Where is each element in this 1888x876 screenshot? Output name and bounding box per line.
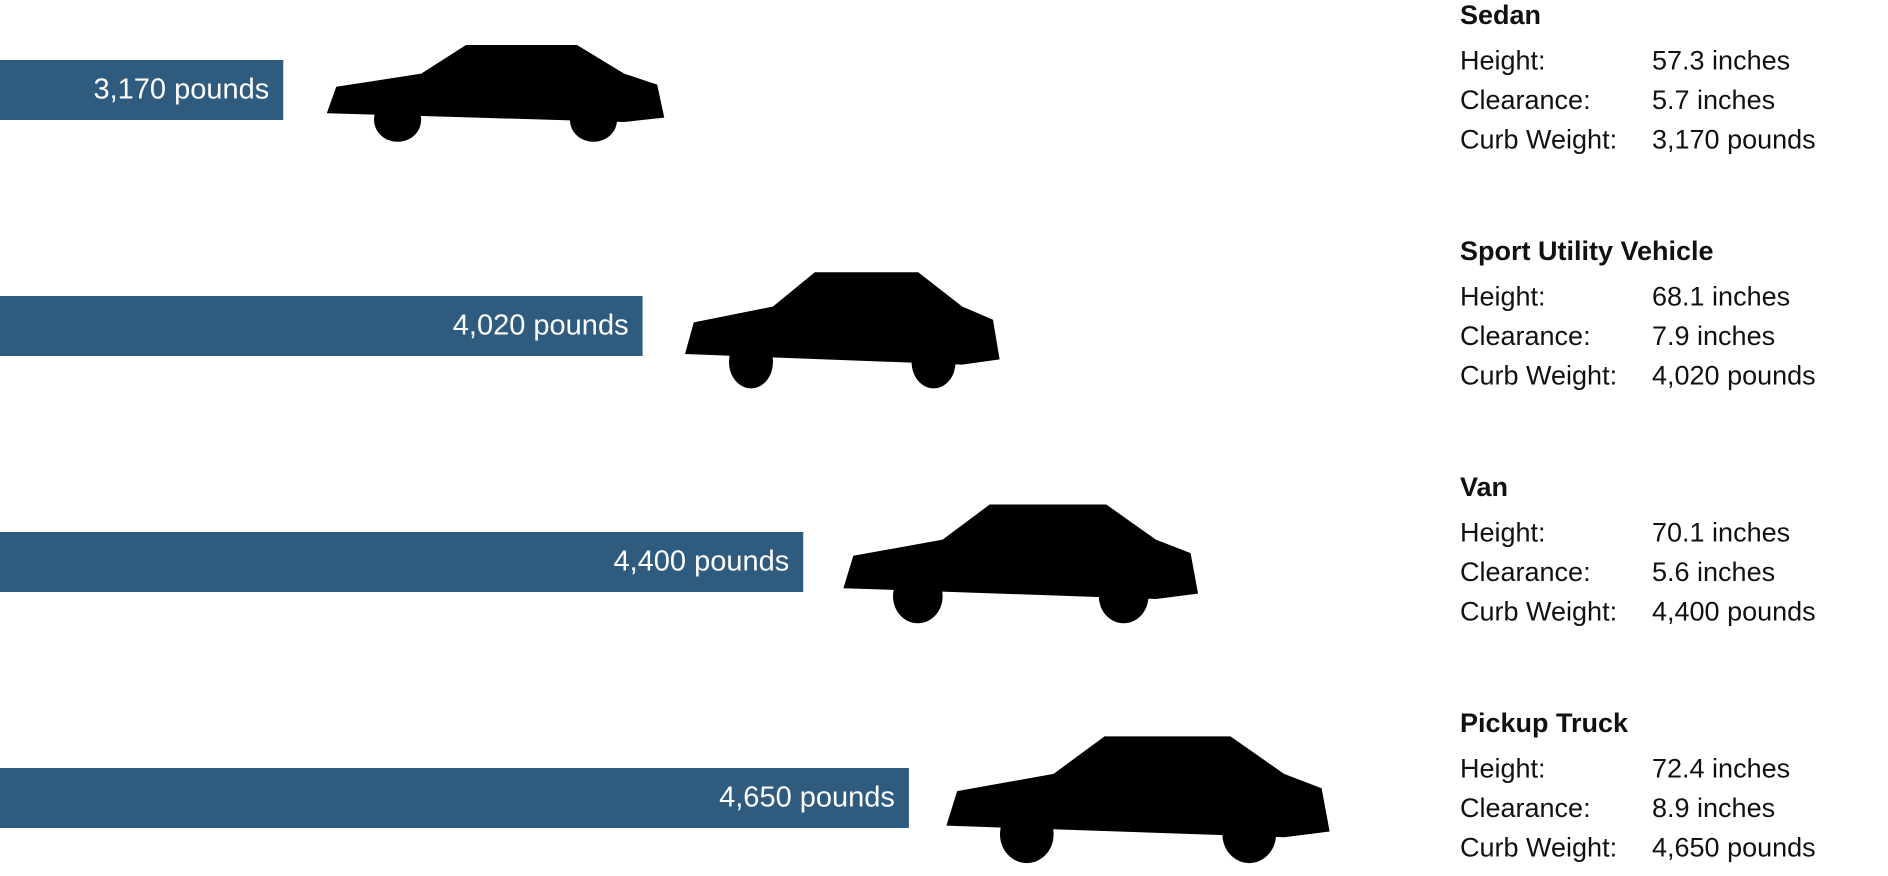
spec-label: Clearance: <box>1460 793 1591 823</box>
car-image <box>685 272 1000 389</box>
spec-title: Sedan <box>1460 0 1541 30</box>
bar <box>0 60 284 120</box>
bar-value-label: 3,170 pounds <box>93 74 269 106</box>
spec-title: Van <box>1460 472 1508 502</box>
spec-label: Curb Weight: <box>1460 833 1617 863</box>
spec-label: Clearance: <box>1460 321 1591 351</box>
spec-value: 4,650 pounds <box>1652 833 1816 863</box>
car-image <box>326 45 665 142</box>
bar-value-label: 4,400 pounds <box>613 546 789 578</box>
bar <box>0 532 804 592</box>
spec-label: Clearance: <box>1460 557 1591 587</box>
spec-value: 57.3 inches <box>1652 46 1790 76</box>
spec-label: Curb Weight: <box>1460 125 1617 155</box>
spec-label: Clearance: <box>1460 85 1591 115</box>
bar-value-label: 4,650 pounds <box>719 782 895 814</box>
spec-label: Height: <box>1460 518 1546 548</box>
spec-title: Sport Utility Vehicle <box>1460 236 1714 266</box>
car-image <box>843 504 1199 624</box>
bar <box>0 296 643 356</box>
spec-value: 7.9 inches <box>1652 321 1775 351</box>
spec-value: 4,020 pounds <box>1652 361 1816 391</box>
spec-value: 3,170 pounds <box>1652 125 1816 155</box>
bar-value-label: 4,020 pounds <box>453 310 629 342</box>
spec-title: Pickup Truck <box>1460 708 1629 738</box>
spec-value: 8.9 inches <box>1652 793 1775 823</box>
car-image <box>946 736 1330 864</box>
spec-label: Height: <box>1460 46 1546 76</box>
spec-value: 4,400 pounds <box>1652 597 1816 627</box>
spec-value: 68.1 inches <box>1652 282 1790 312</box>
spec-label: Height: <box>1460 282 1546 312</box>
spec-value: 5.6 inches <box>1652 557 1775 587</box>
spec-value: 5.7 inches <box>1652 85 1775 115</box>
spec-value: 70.1 inches <box>1652 518 1790 548</box>
spec-label: Height: <box>1460 754 1546 784</box>
spec-label: Curb Weight: <box>1460 361 1617 391</box>
spec-value: 72.4 inches <box>1652 754 1790 784</box>
bar <box>0 768 909 828</box>
spec-label: Curb Weight: <box>1460 597 1617 627</box>
